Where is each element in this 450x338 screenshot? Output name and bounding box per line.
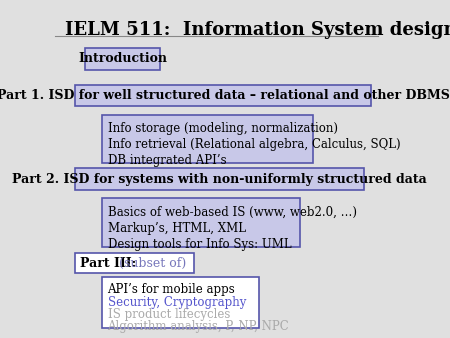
Text: Part III:: Part III: [81,257,137,270]
FancyBboxPatch shape [86,48,160,70]
FancyBboxPatch shape [75,168,364,190]
Text: Info storage (modeling, normalization): Info storage (modeling, normalization) [108,122,338,135]
Text: Info retrieval (Relational algebra, Calculus, SQL): Info retrieval (Relational algebra, Calc… [108,138,400,151]
Text: Introduction: Introduction [78,52,167,66]
Text: IELM 511:  Information System design: IELM 511: Information System design [65,21,450,40]
Text: DB integrated API’s: DB integrated API’s [108,154,226,167]
Text: Design tools for Info Sys: UML: Design tools for Info Sys: UML [108,238,291,251]
Text: Part 1. ISD for well structured data – relational and other DBMS: Part 1. ISD for well structured data – r… [0,89,450,102]
FancyBboxPatch shape [75,85,371,106]
Text: Basics of web-based IS (www, web2.0, …): Basics of web-based IS (www, web2.0, …) [108,206,356,219]
Text: (subset of): (subset of) [115,257,187,270]
Text: Algorithm analysis, P, NP, NPC: Algorithm analysis, P, NP, NPC [108,320,289,333]
Text: Markup’s, HTML, XML: Markup’s, HTML, XML [108,222,246,235]
Text: IS product lifecycles: IS product lifecycles [108,308,230,321]
FancyBboxPatch shape [103,115,313,163]
Text: Part 2. ISD for systems with non-uniformly structured data: Part 2. ISD for systems with non-uniform… [13,173,427,186]
Text: Security, Cryptography: Security, Cryptography [108,296,246,309]
FancyBboxPatch shape [75,253,194,273]
FancyBboxPatch shape [103,198,300,247]
FancyBboxPatch shape [103,277,259,329]
Text: API’s for mobile apps: API’s for mobile apps [108,283,235,296]
